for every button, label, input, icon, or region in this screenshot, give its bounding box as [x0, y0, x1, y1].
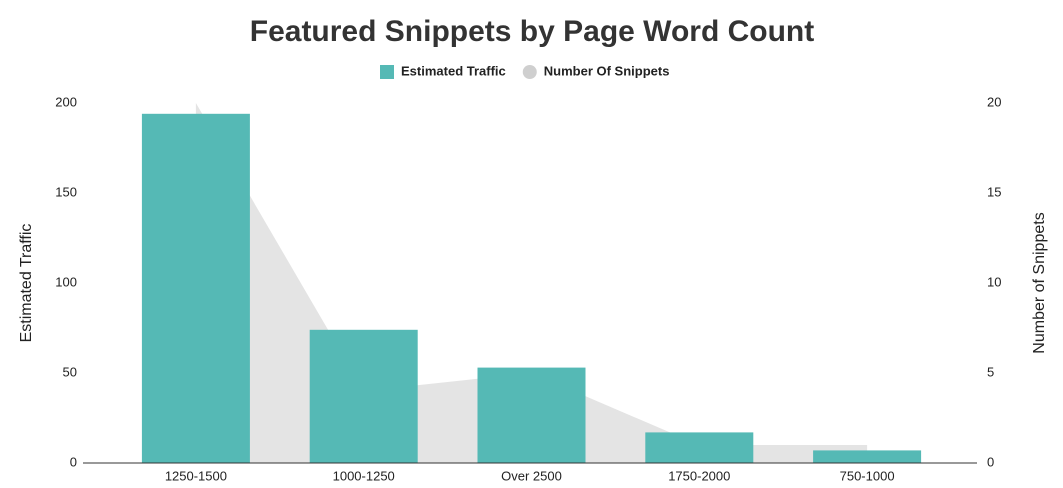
y2-tick-label: 15 — [987, 184, 1001, 199]
y-axis-title: Estimated Traffic — [18, 224, 35, 343]
bar — [141, 113, 250, 464]
y-tick-label: 200 — [55, 94, 77, 109]
y-tick-label: 50 — [63, 364, 77, 379]
legend-swatch — [380, 65, 394, 79]
bar — [645, 432, 754, 463]
legend-label: Estimated Traffic — [401, 63, 506, 78]
bar — [309, 329, 418, 463]
legend-swatch — [522, 65, 537, 79]
y-tick-label: 100 — [55, 274, 77, 289]
bar — [813, 450, 922, 463]
x-tick-label: 1000-1250 — [333, 468, 395, 483]
y2-tick-label: 0 — [987, 454, 994, 469]
x-tick-label: 1750-2000 — [668, 468, 730, 483]
y2-axis-title: Number of Snippets — [1031, 212, 1048, 353]
x-tick-label: Over 2500 — [501, 468, 562, 483]
y2-tick-label: 10 — [987, 274, 1001, 289]
y2-tick-label: 5 — [987, 364, 994, 379]
y-tick-label: 150 — [55, 184, 77, 199]
x-tick-label: 750-1000 — [840, 468, 895, 483]
chart-title: Featured Snippets by Page Word Count — [250, 15, 815, 48]
legend-label: Number Of Snippets — [544, 63, 670, 78]
bar — [477, 367, 586, 463]
x-tick-label: 1250-1500 — [165, 468, 227, 483]
y2-tick-label: 20 — [987, 94, 1001, 109]
y-tick-label: 0 — [70, 454, 77, 469]
legend: Estimated Traffic Number Of Snippets — [380, 63, 669, 79]
